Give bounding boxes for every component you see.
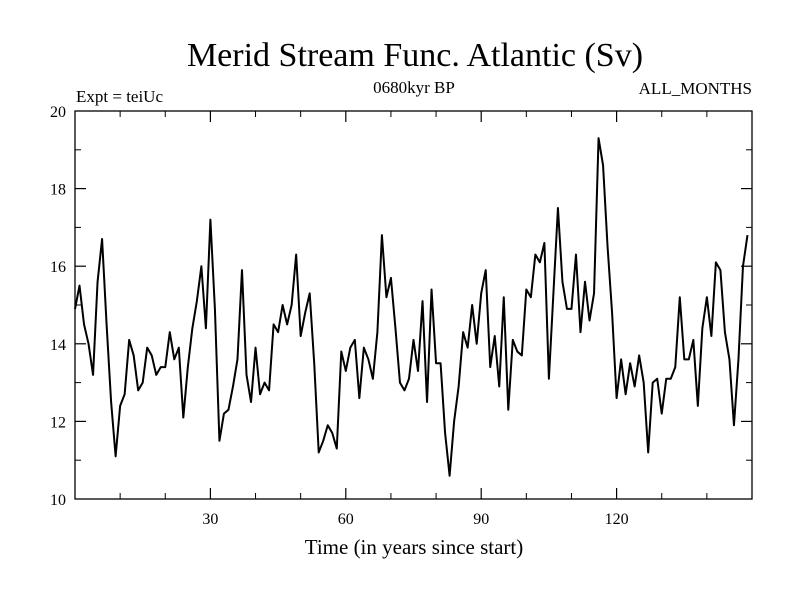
months-label: ALL_MONTHS	[639, 79, 752, 98]
y-tick-label: 10	[50, 492, 66, 509]
y-tick-label: 20	[50, 104, 66, 121]
experiment-label: Expt = teiUc	[76, 87, 163, 106]
period-label: 0680kyr BP	[373, 78, 455, 97]
axes: 30 60 90 120 10 12 14 16 18 20	[50, 104, 753, 528]
x-axis-label: Time (in years since start)	[305, 535, 524, 559]
x-tick-label: 120	[605, 511, 629, 528]
chart-title: Merid Stream Func. Atlantic (Sv)	[187, 37, 643, 74]
plot-frame	[74, 110, 753, 500]
x-tick-label: 60	[338, 511, 354, 528]
series-group	[74, 137, 749, 477]
series-line	[74, 137, 749, 477]
x-tick-label: 30	[202, 511, 218, 528]
y-tick-label: 16	[50, 259, 66, 276]
y-tick-label: 18	[50, 182, 66, 199]
y-tick-label: 12	[50, 414, 66, 431]
y-tick-label: 14	[50, 337, 66, 354]
x-tick-label: 90	[473, 511, 489, 528]
